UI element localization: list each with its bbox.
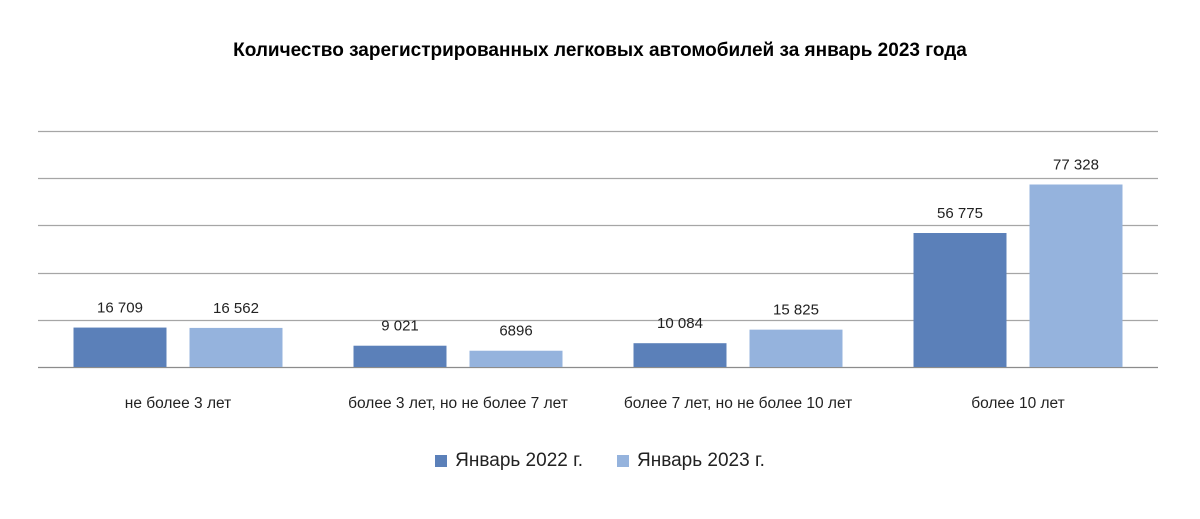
data-labels: 16 709 16 562 9 021 6896 10 084 15 825 56 775 7… <box>97 157 1099 340</box>
legend-item-2022: Январь 2022 г. <box>435 450 583 472</box>
bars <box>73 184 1123 367</box>
chart-title: Количество зарегистрированных легковых а… <box>233 40 967 61</box>
bar-2023-cat-2 <box>749 329 843 367</box>
bar-2022-cat-3 <box>913 233 1007 367</box>
bar-2023-cat-0 <box>189 327 283 367</box>
legend-label-2022: Январь 2022 г. <box>455 450 583 471</box>
bar-2023-cat-3 <box>1029 184 1123 367</box>
legend-swatch-2023 <box>617 455 629 467</box>
bar-2022-cat-1 <box>353 345 447 367</box>
data-label-2023-cat-0: 16 562 <box>213 300 259 317</box>
category-label-3: более 10 лет <box>971 395 1065 412</box>
category-labels: не более 3 лет более 3 лет, но не более 7… <box>125 395 1065 412</box>
legend-swatch-2022 <box>435 455 448 467</box>
data-label-2023-cat-3: 77 328 <box>1053 157 1099 174</box>
data-label-2022-cat-2: 10 084 <box>657 315 703 332</box>
category-label-1: более 3 лет, но не более 7 лет <box>348 395 568 412</box>
bar-2022-cat-2 <box>633 343 727 367</box>
bar-2023-cat-1 <box>469 350 563 367</box>
data-label-2023-cat-1: 6896 <box>499 323 532 340</box>
data-label-2022-cat-1: 9 021 <box>381 318 419 335</box>
legend-item-2023: Январь 2023 г. <box>617 450 765 472</box>
data-label-2022-cat-3: 56 775 <box>937 205 983 222</box>
legend: Январь 2022 г. Январь 2023 г. <box>0 450 1200 472</box>
legend-label-2023: Январь 2023 г. <box>637 450 765 471</box>
category-label-0: не более 3 лет <box>125 395 231 412</box>
category-label-2: более 7 лет, но не более 10 лет <box>624 395 852 412</box>
data-label-2022-cat-0: 16 709 <box>97 300 143 317</box>
bar-2022-cat-0 <box>73 327 167 367</box>
data-label-2023-cat-2: 15 825 <box>773 302 819 319</box>
